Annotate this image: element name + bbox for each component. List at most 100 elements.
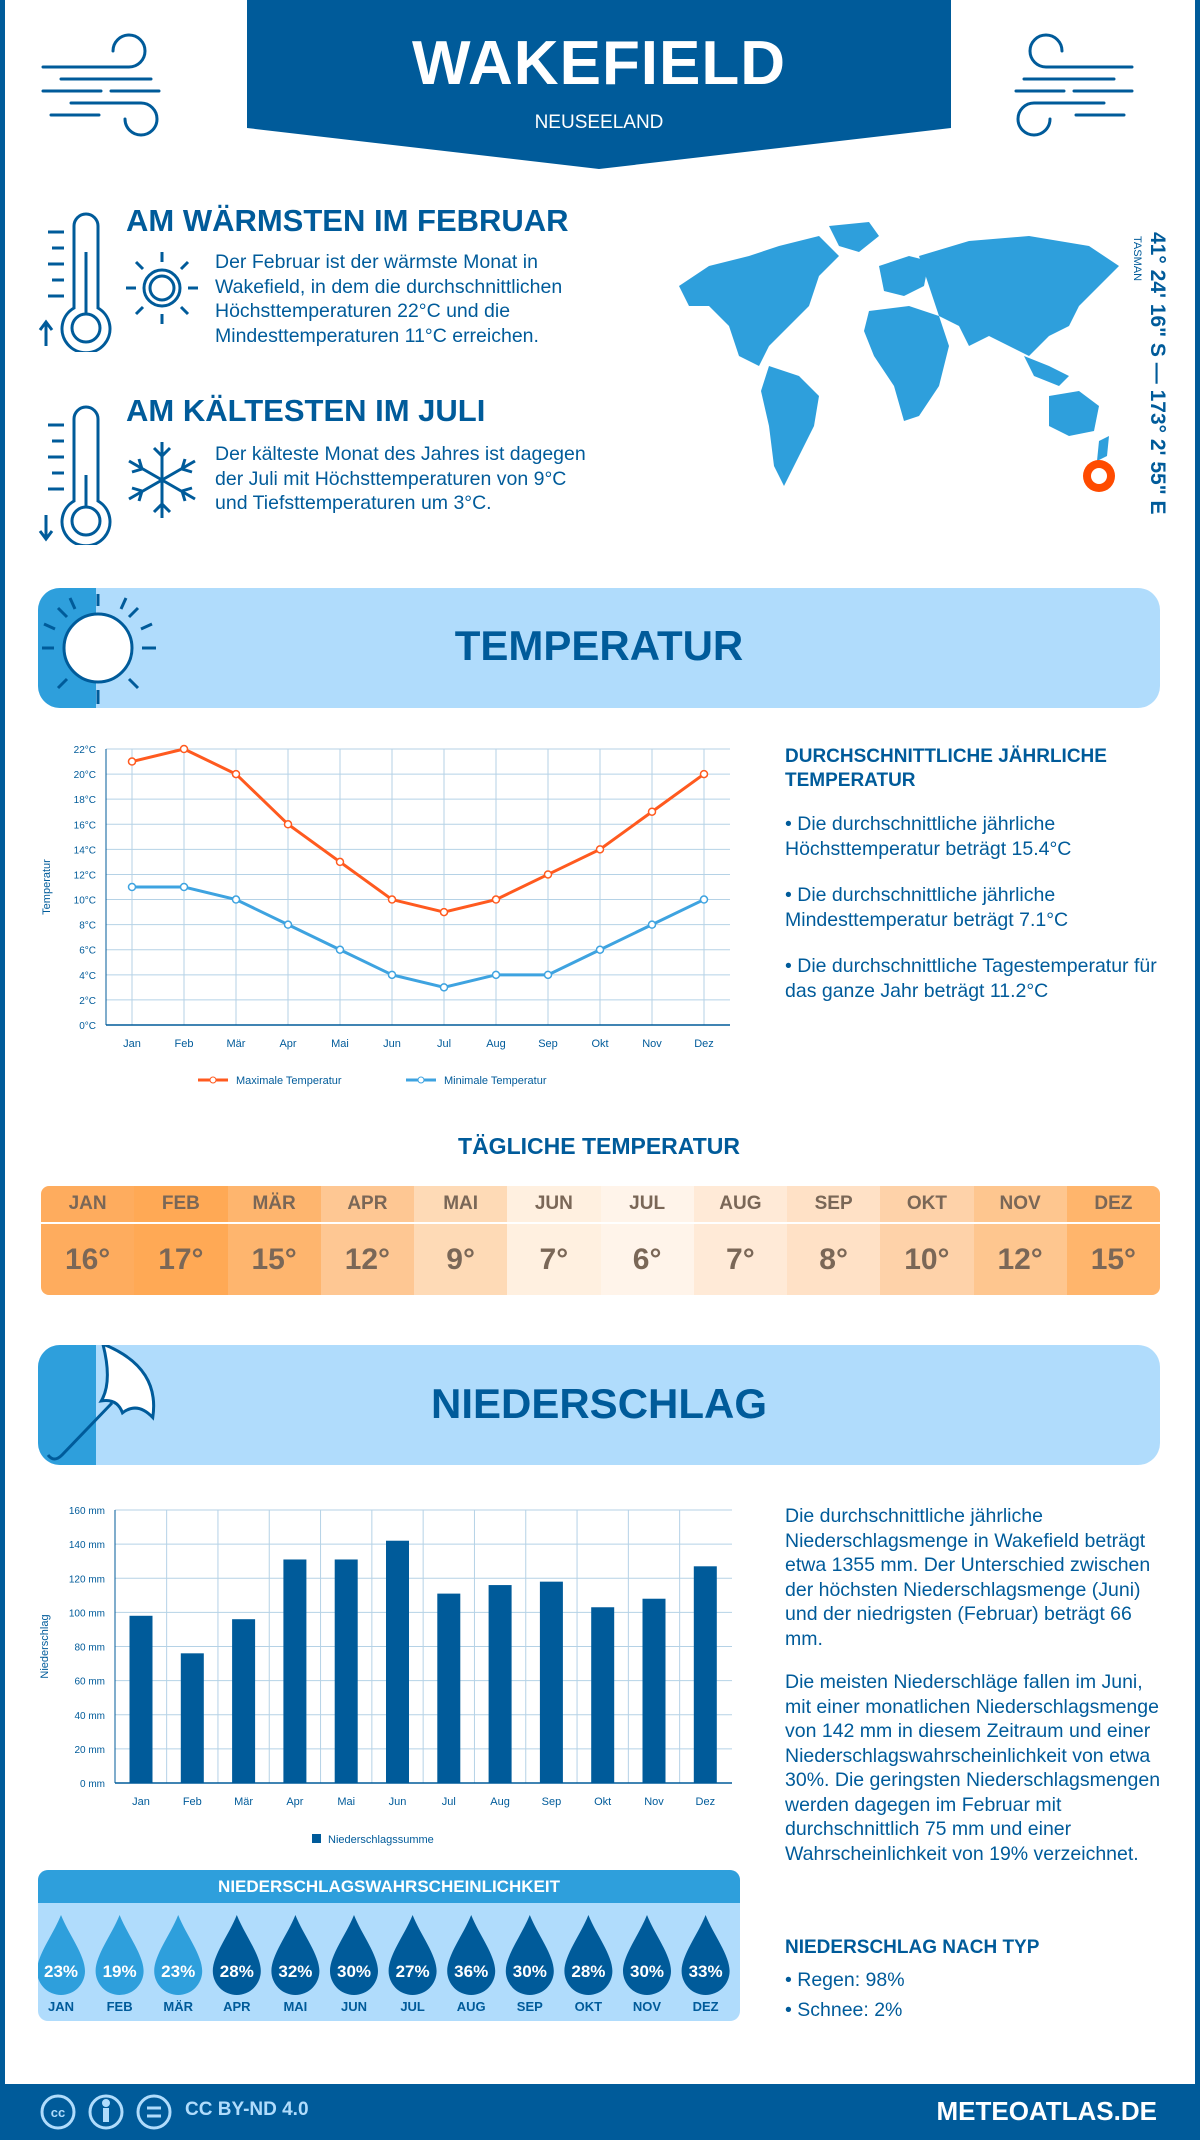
daily-temp-month: MÄR	[227, 1186, 321, 1224]
drop-percent: 32%	[278, 1962, 312, 1981]
page-border-right	[1195, 0, 1200, 2140]
data-point	[179, 744, 189, 754]
daily-temp-cell: JUL 6°	[600, 1186, 694, 1295]
y-tick-label: 0°C	[79, 1021, 96, 1032]
y-tick-label: 160 mm	[69, 1506, 105, 1517]
bar-Dez	[693, 1566, 717, 1783]
drop-month: FEB	[107, 1999, 133, 2014]
daily-temp-month: JUN	[507, 1186, 601, 1224]
daily-temp-month: APR	[320, 1186, 414, 1224]
bar-Jul	[437, 1593, 461, 1783]
bar-Mai	[334, 1559, 358, 1783]
daily-temp-cell: NOV 12°	[973, 1186, 1067, 1295]
drop-month: JAN	[48, 1999, 74, 2014]
svg-text:cc: cc	[51, 2105, 65, 2120]
y-tick-label: 0 mm	[80, 1779, 105, 1790]
data-point	[699, 895, 709, 904]
coldest-text: Der kälteste Monat des Jahres ist dagege…	[215, 443, 586, 514]
precipitation-title: NIEDERSCHLAG	[430, 1380, 768, 1427]
daily-temp-month: JAN	[41, 1186, 135, 1224]
daily-temp-value: 7°	[539, 1242, 569, 1276]
cc-icon: cc	[40, 2094, 76, 2130]
footer	[0, 2084, 1200, 2140]
legend-label: Niederschlagssumme	[328, 1834, 434, 1846]
data-point	[543, 970, 553, 980]
daily-temp-table: JAN 16° FEB 17° MÄR 15° APR 12° MAI 9° JUN 7° JUL 6° A…	[41, 1186, 1160, 1295]
daily-temp-cell: MAI 9°	[414, 1186, 508, 1295]
data-point	[387, 970, 397, 980]
drop-percent: 30%	[513, 1962, 547, 1981]
daily-temp-title: TÄGLICHE TEMPERATUR	[458, 1133, 740, 1159]
y-tick-label: 10°C	[74, 896, 96, 907]
y-tick-label: 140 mm	[69, 1540, 105, 1551]
x-tick-label: Jul	[437, 1038, 451, 1050]
daily-temp-month: MAI	[414, 1186, 508, 1224]
drop-icon	[388, 1915, 437, 1995]
drop-month: APR	[223, 1999, 251, 2014]
y-tick-label: 120 mm	[69, 1574, 105, 1585]
precip-drop: 28%	[212, 1915, 261, 1995]
daily-temp-value: 7°	[726, 1242, 755, 1276]
x-tick-label: Nov	[642, 1038, 662, 1050]
precip-drop: 23%	[38, 1915, 85, 1995]
drop-month: MAI	[283, 1999, 307, 2014]
daily-temp-cell: JUN 7°	[507, 1186, 601, 1295]
data-point	[439, 907, 449, 917]
bar-Okt	[591, 1607, 615, 1783]
sun-icon	[42, 594, 156, 704]
region-label: TASMAN	[1131, 236, 1143, 282]
drop-percent: 36%	[454, 1962, 488, 1981]
drop-icon	[505, 1915, 554, 1995]
daily-temp-cell: AUG 7°	[693, 1186, 787, 1295]
y-tick-label: 6°C	[79, 946, 96, 957]
warmest-text: Der Februar ist der wärmste Monat in Wak…	[215, 251, 563, 347]
thermometer-warm-icon	[38, 212, 112, 352]
data-point	[699, 769, 709, 779]
data-point	[283, 920, 293, 929]
y-tick-label: 60 mm	[74, 1677, 105, 1688]
umbrella-icon	[46, 1345, 156, 1461]
daily-temp-value: 8°	[819, 1242, 848, 1276]
bar-Jun	[386, 1540, 409, 1783]
y-tick-label: 20°C	[74, 770, 96, 781]
temperature-banner	[38, 588, 1160, 708]
x-tick-label: Jun	[383, 1038, 401, 1050]
daily-temp-cell: FEB 17°	[134, 1186, 228, 1295]
license-text: CC BY-ND 4.0	[185, 2099, 309, 2120]
wind-icon	[1014, 33, 1134, 137]
precip-type-rain: • Regen: 98%	[785, 1969, 905, 1991]
precip-drop: 36%	[447, 1915, 496, 1995]
daily-temp-value: 6°	[632, 1242, 662, 1276]
daily-temp-month: NOV	[973, 1186, 1067, 1224]
drop-icon	[271, 1915, 320, 1995]
x-tick-label: Apr	[286, 1796, 303, 1808]
x-tick-label: Sep	[542, 1796, 562, 1808]
x-tick-label: Dez	[696, 1796, 716, 1808]
x-tick-label: Okt	[591, 1038, 608, 1050]
brand-link[interactable]: METEOATLAS.DE	[936, 2096, 1157, 2126]
drop-month: JUL	[400, 1999, 425, 2014]
daily-temp-cell: SEP 8°	[787, 1186, 881, 1295]
drop-icon	[95, 1915, 144, 1995]
x-tick-label: Mär	[234, 1796, 253, 1808]
x-tick-label: Dez	[694, 1038, 714, 1050]
x-tick-label: Jan	[132, 1796, 150, 1808]
temperature-chart: 0°C 2°C 4°C 6°C 8°C 10°C 12°C 14°C 16°C 18°C 20°C 2…	[41, 744, 730, 1087]
drop-month: SEP	[517, 1999, 543, 2014]
x-tick-label: Apr	[279, 1038, 296, 1050]
x-tick-label: Aug	[490, 1796, 510, 1808]
data-point	[439, 983, 449, 992]
y-tick-label: 2°C	[79, 996, 96, 1007]
daily-temp-value: 12°	[344, 1242, 391, 1276]
drop-percent: 28%	[220, 1962, 254, 1981]
drop-percent: 30%	[630, 1962, 664, 1981]
data-point	[179, 882, 189, 892]
daily-temp-month: AUG	[693, 1186, 787, 1224]
data-point	[647, 920, 657, 929]
legend-label: Minimale Temperatur	[444, 1075, 547, 1087]
precip-probability-title: NIEDERSCHLAGSWAHRSCHEINLICHKEIT	[38, 1870, 740, 1903]
y-tick-label: 12°C	[74, 870, 96, 881]
y-tick-label: 20 mm	[74, 1745, 105, 1756]
no-derivatives-icon	[136, 2094, 172, 2130]
annual-min-text: • Die durchschnittliche jährliche Mindes…	[785, 884, 1069, 931]
